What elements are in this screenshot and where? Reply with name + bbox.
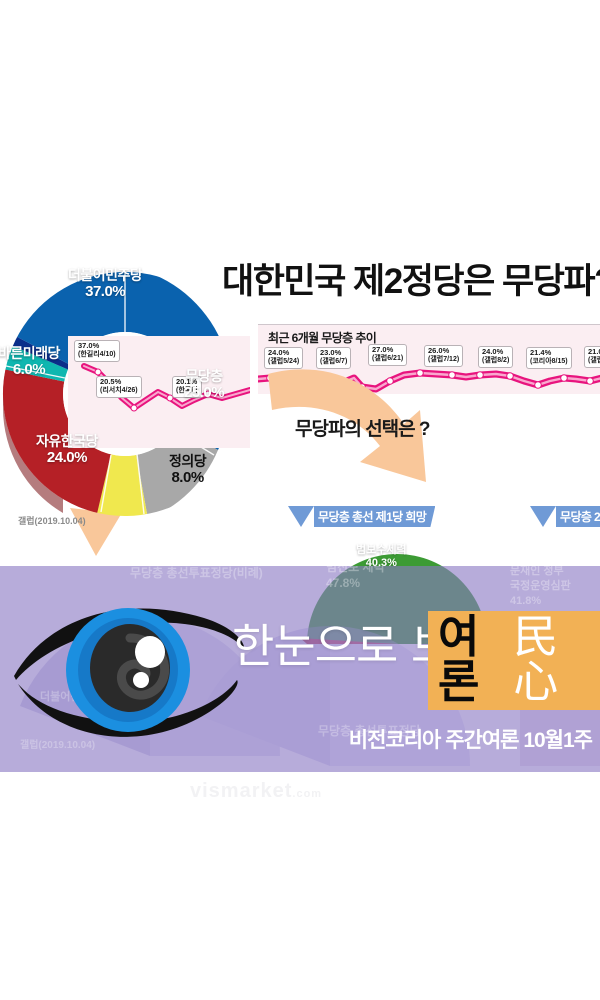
- trend-title: 최근 6개월 무당층 추이: [268, 331, 377, 345]
- trend-label: 26.0% (갤럽7/12): [424, 345, 464, 368]
- ribbon-label: 무당층 총선 제1당 희망: [314, 506, 436, 527]
- donut-value-justice: 8.0%: [171, 468, 204, 486]
- inner-trend-label: 37.0% (한길리4/10): [74, 340, 120, 363]
- inner-trend-label: 20.1% (한국리: [172, 376, 202, 399]
- ribbon-triangle-icon: [530, 506, 556, 527]
- trend-label: 27.0% (갤럽6/21): [368, 344, 408, 367]
- brand-hanja-text: 民心: [513, 611, 559, 707]
- donut-value-liberty-korea: 24.0%: [46, 448, 88, 466]
- ribbon-banner-2: 무당층 2: [530, 506, 600, 527]
- donut-value-none-party: 25.0%: [184, 383, 225, 401]
- trend-label: 24.0% (갤럽5/24): [264, 347, 304, 370]
- donut-label-democratic: 더불어민주당 37.0%: [68, 267, 143, 300]
- donut-label-none-party: 무당층 25.0%: [184, 368, 225, 401]
- brand-korean-text: 여론: [438, 611, 479, 707]
- brand-logo-box: 여론 民心: [428, 611, 600, 710]
- donut-value-democratic: 37.0%: [85, 282, 126, 300]
- donut-label-bareunmirae: 바른미래당 6.0%: [0, 345, 60, 378]
- trend-label: 21.0% (갤럽: [584, 346, 600, 369]
- trend-label: 23.0% (갤럽6/7): [316, 347, 352, 370]
- mid-question-text: 무당파의 선택은 ?: [295, 419, 431, 440]
- pie-label-conservative: 범보수세력 40.3%: [356, 544, 407, 569]
- trend-label: 21.4% (코리아8/15): [526, 347, 572, 370]
- party-support-donut: 37.0% (한길리4/10) 20.5% (리서치4/26) 20.1% (한…: [0, 256, 260, 531]
- donut-label-liberty-korea: 자유한국당 24.0%: [36, 433, 98, 466]
- banner-ghost-text-2: 범진보 세력 47.8%: [326, 566, 385, 590]
- inner-trend-panel: 37.0% (한길리4/10) 20.5% (리서치4/26) 20.1% (한…: [68, 336, 250, 448]
- trend-label: 24.0% (갤럽8/2): [478, 346, 514, 369]
- banner-ghost-text-6: 문재인 정부 국정운영심판 41.8%: [510, 566, 571, 607]
- page-title: 대한민국 제2정당은 무당파?: [222, 262, 600, 301]
- eye-icon: [14, 608, 245, 737]
- brand-subtitle: 비전코리아 주간여론 10월1주: [348, 729, 593, 752]
- donut-source-note: 갤럽(2019.10.04): [18, 516, 86, 526]
- banner-ghost-text-1: 무당층 총선투표정당(비례): [130, 566, 263, 580]
- donut-label-justice: 정의당 8.0%: [169, 453, 207, 486]
- banner-ghost-text-5: 무당층 총선투표정당: [318, 724, 421, 738]
- inner-trend-label: 20.5% (리서치4/26): [96, 376, 142, 399]
- watermark: vismarket.com: [190, 780, 323, 802]
- ribbon-triangle-icon: [288, 506, 314, 527]
- ribbon-banner-1: 무당층 총선 제1당 희망: [288, 506, 436, 527]
- ribbon-label: 무당층 2: [556, 506, 600, 527]
- banner-ghost-text-4: 갤럽(2019.10.04): [20, 740, 96, 751]
- brand-banner: 무당층 총선투표정당(비례) 범진보 세력 47.8% 더불어민주당 갤럽(201…: [0, 566, 600, 772]
- donut-value-bareunmirae: 6.0%: [12, 360, 46, 378]
